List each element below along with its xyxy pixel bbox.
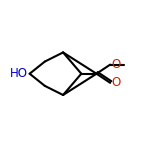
Text: O: O [112,58,121,71]
Text: HO: HO [10,67,28,80]
Text: O: O [112,76,121,89]
